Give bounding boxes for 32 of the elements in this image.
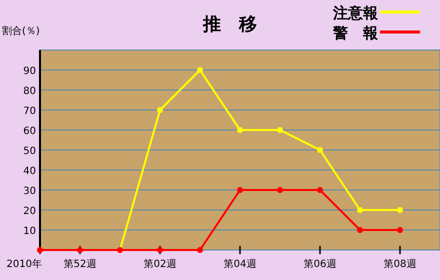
y-tick-label: 60 — [23, 126, 36, 137]
y-tick-label: 90 — [23, 66, 36, 77]
legend-label: 警 報 — [332, 24, 379, 42]
chart-title: 推 移 — [202, 14, 257, 35]
x-tick-label: 第08週 — [384, 258, 416, 270]
y-tick-label: 40 — [23, 166, 36, 177]
legend-label: 注意報 — [332, 4, 379, 22]
point — [237, 127, 243, 133]
point — [277, 127, 283, 133]
y-axis-title: 割合(％) — [2, 25, 40, 37]
point — [157, 107, 163, 113]
y-tick-label: 50 — [23, 146, 36, 157]
x-tick-label: 第52週 — [64, 258, 96, 270]
y-tick-label: 30 — [23, 186, 36, 197]
point — [277, 187, 283, 193]
y-tick-label: 70 — [23, 106, 36, 117]
x-tick-label: 2010年 — [6, 258, 42, 270]
x-tick-label: 第04週 — [224, 258, 256, 270]
point — [397, 227, 403, 233]
point — [357, 227, 363, 233]
point — [317, 147, 323, 153]
point — [197, 67, 203, 73]
x-tick-label: 第02週 — [144, 258, 176, 270]
y-tick-label: 80 — [23, 86, 36, 97]
point — [317, 187, 323, 193]
point — [397, 207, 403, 213]
point — [357, 207, 363, 213]
y-tick-label: 10 — [23, 226, 36, 237]
x-tick-label: 第06週 — [304, 258, 336, 270]
y-tick-label: 20 — [23, 206, 36, 217]
point — [197, 247, 203, 253]
point — [237, 187, 243, 193]
